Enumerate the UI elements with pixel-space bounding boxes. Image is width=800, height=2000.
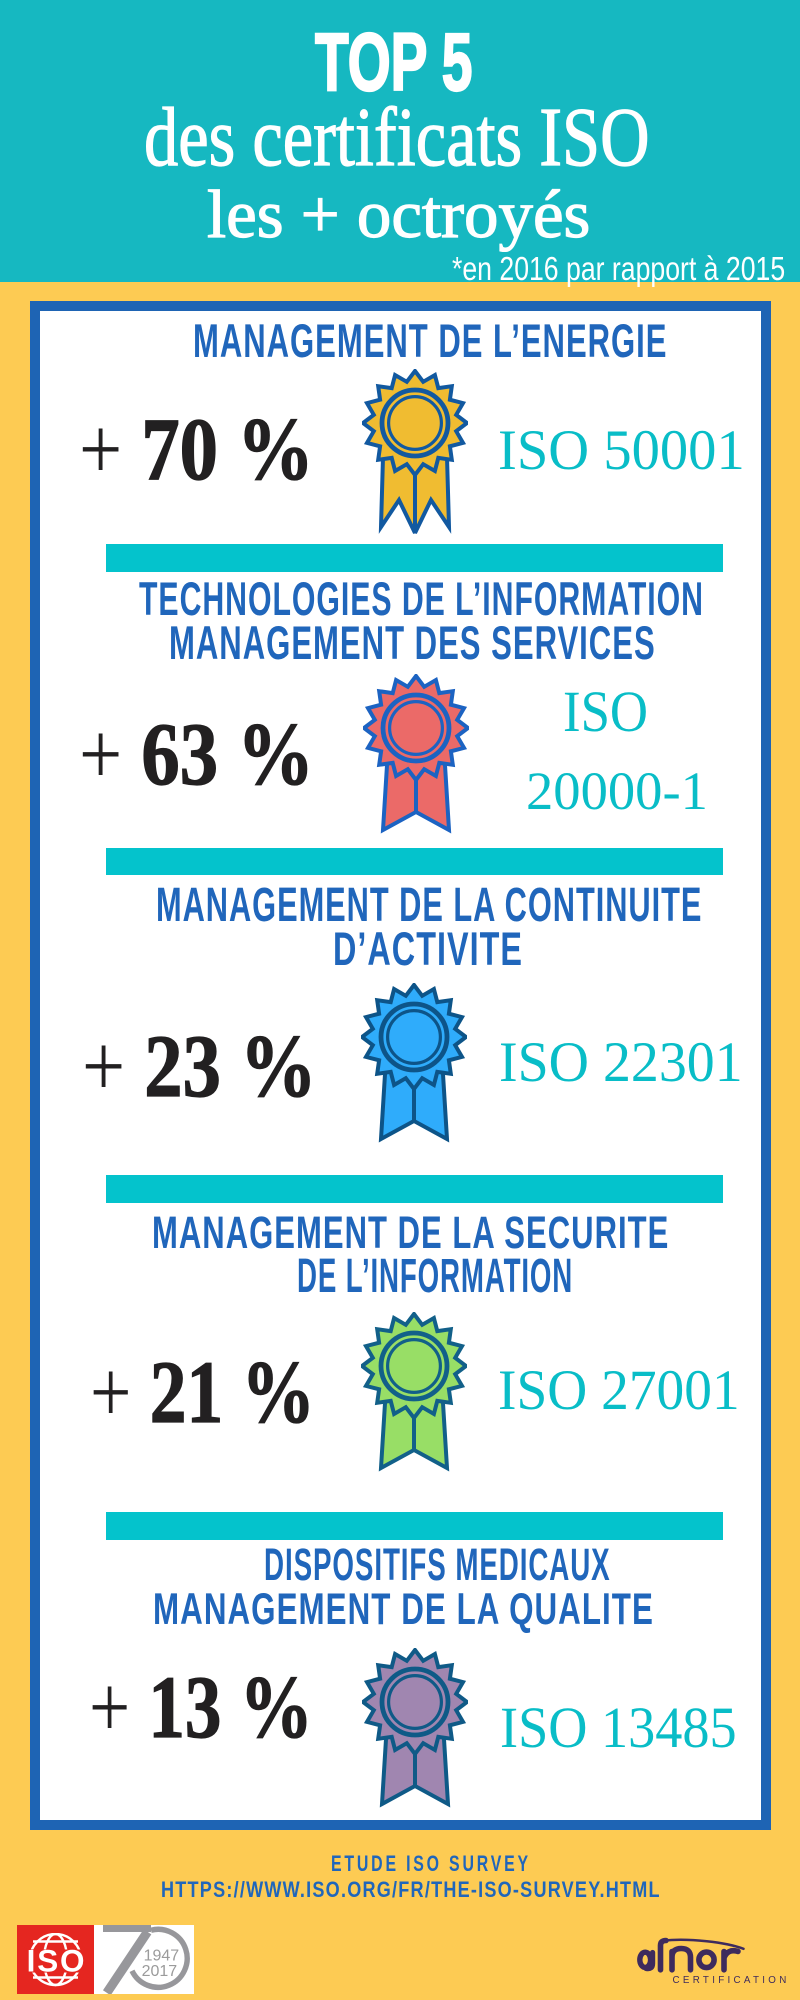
svg-text:CERTIFICATION: CERTIFICATION xyxy=(673,1975,790,1986)
svg-text:ISO: ISO xyxy=(27,1943,87,1979)
svg-text:2017: 2017 xyxy=(142,1963,178,1980)
svg-text:1947: 1947 xyxy=(144,1948,180,1965)
